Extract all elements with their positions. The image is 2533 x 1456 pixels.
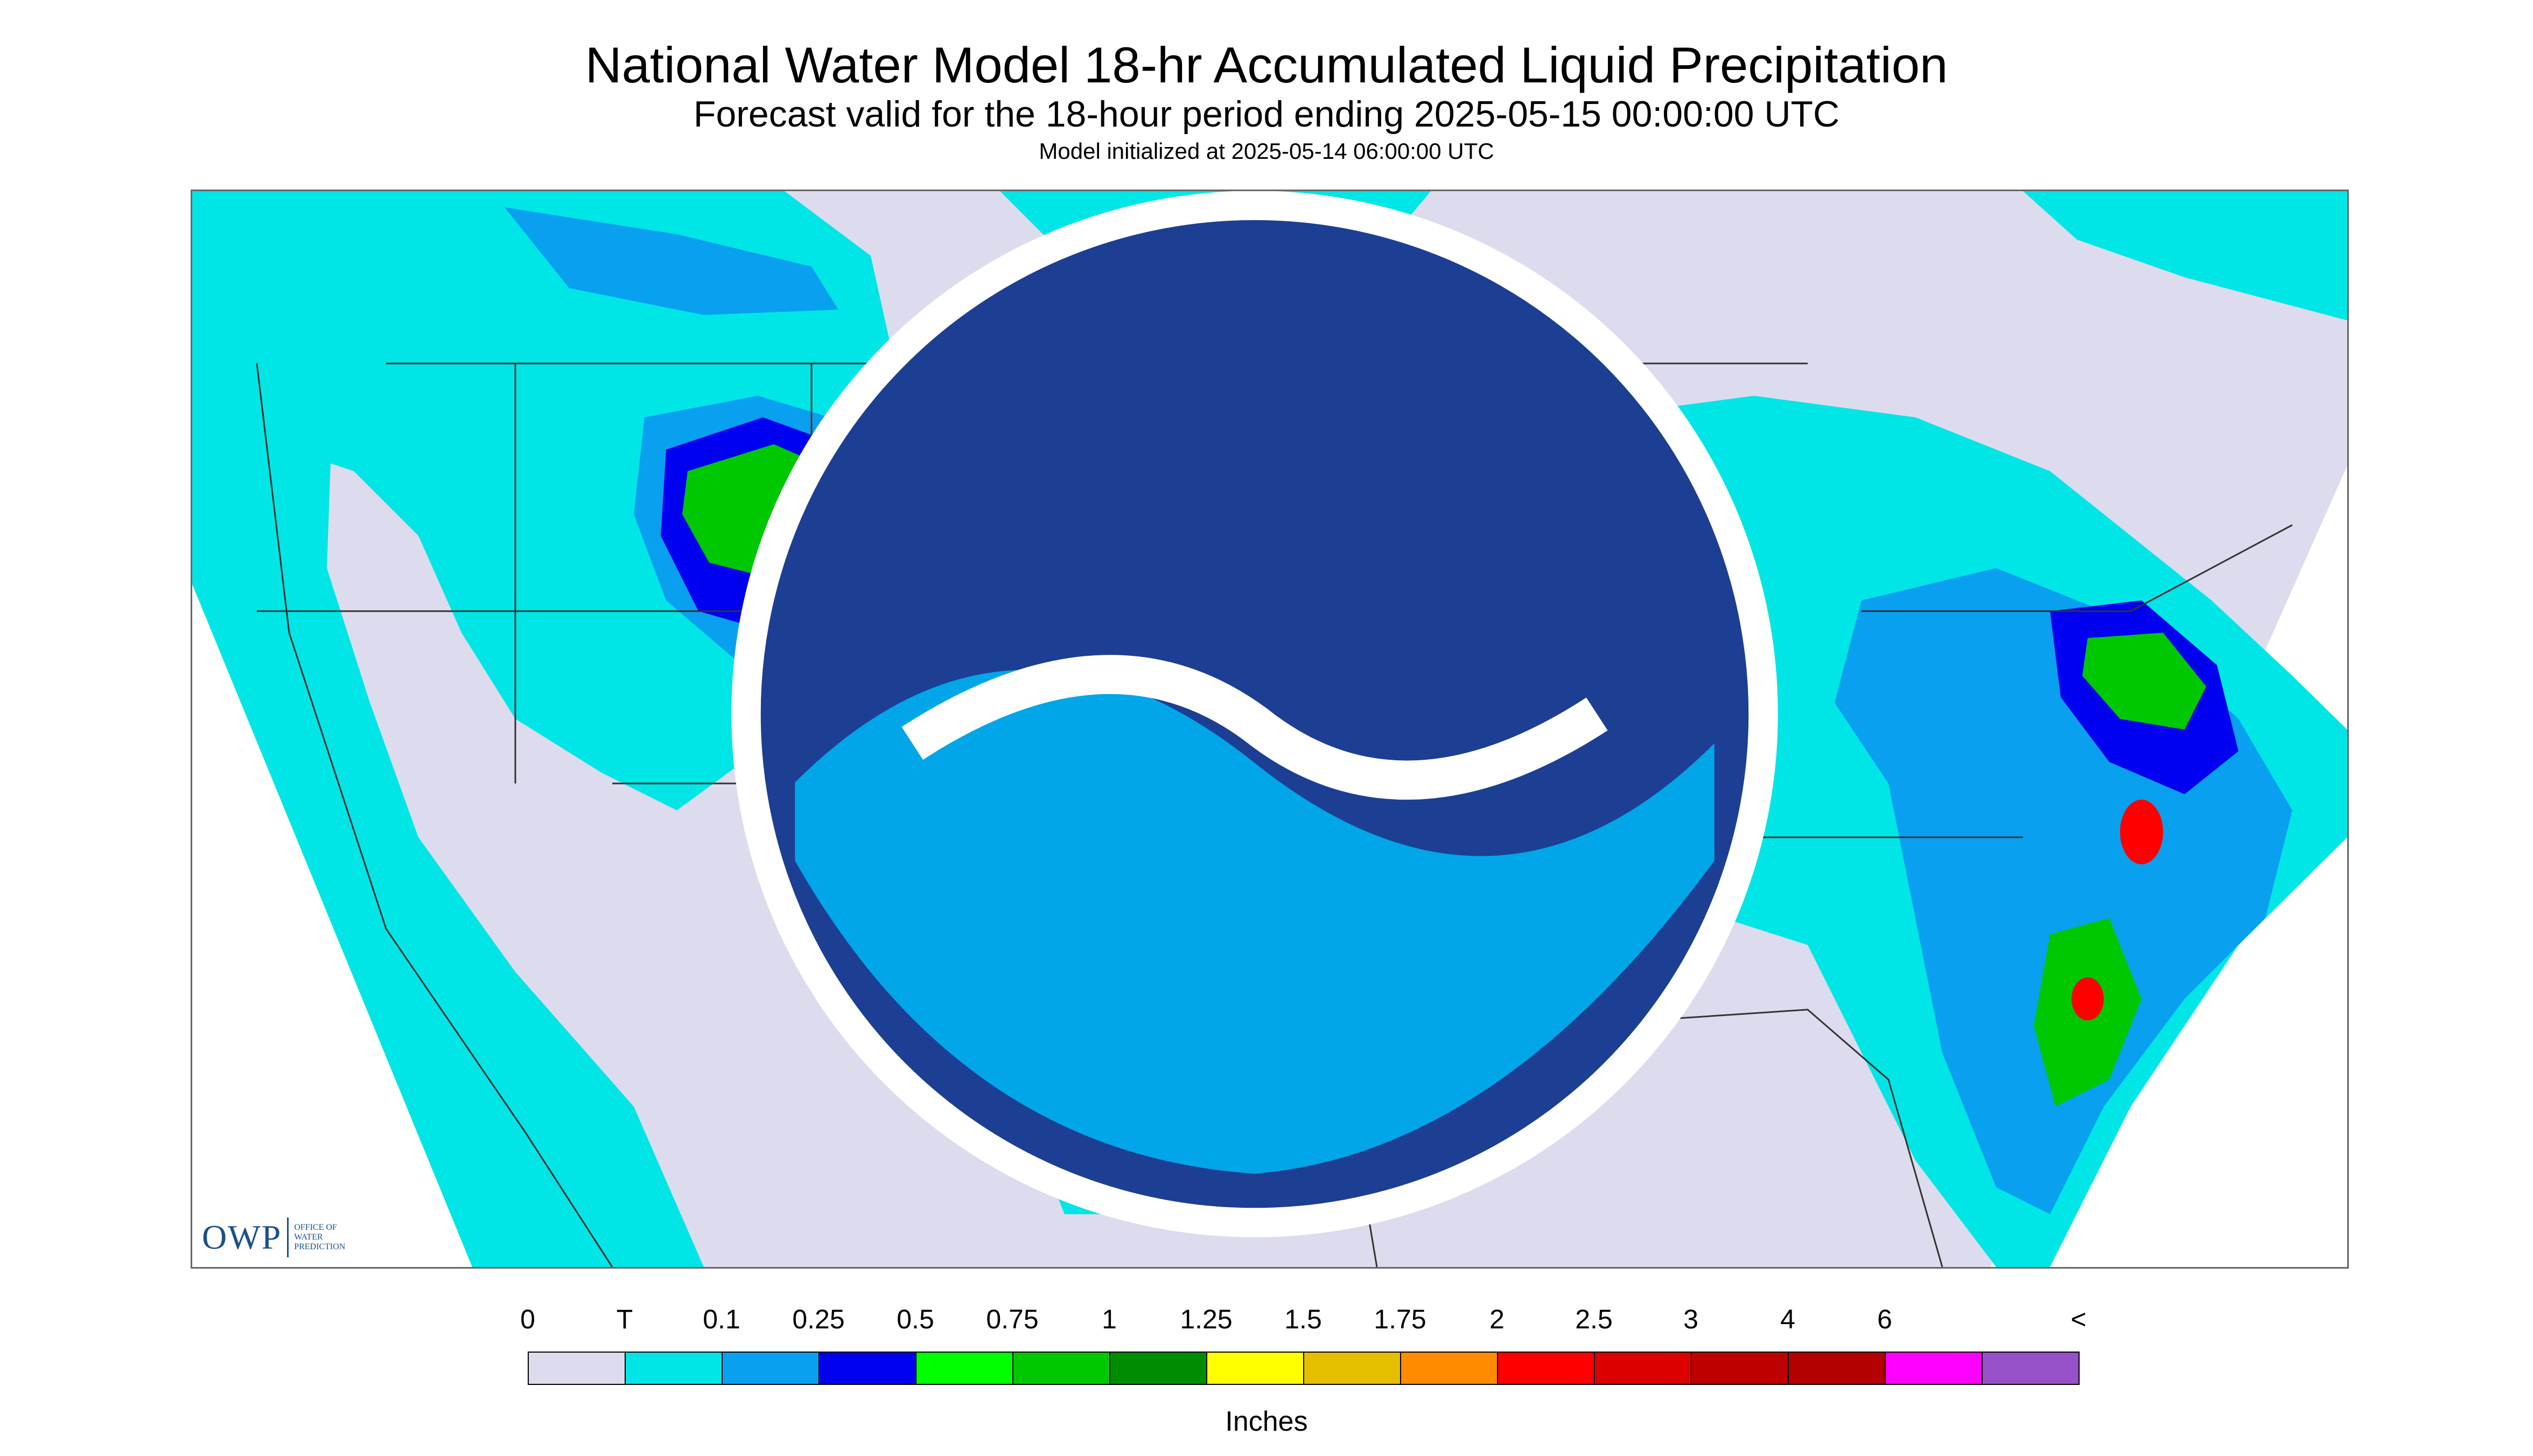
legend-label: 4	[1780, 1304, 1795, 1334]
map-subtitle: Forecast valid for the 18-hour period en…	[693, 94, 1840, 135]
legend-label: 6	[1877, 1304, 1892, 1334]
legend-color-box	[1982, 1352, 2080, 1385]
legend-color-box	[1012, 1352, 1110, 1385]
legend-label: 0.75	[986, 1304, 1039, 1334]
legend-label: 1.25	[1180, 1304, 1233, 1334]
legend-label: T	[616, 1304, 633, 1334]
legend-label: 0.1	[703, 1304, 740, 1334]
owp-logo: OWP OFFICE OF WATER PREDICTION	[202, 1217, 359, 1257]
legend-color-box	[1109, 1352, 1207, 1385]
owp-logo-text: OWP	[202, 1217, 289, 1257]
legend-color-box	[818, 1352, 916, 1385]
legend-color-box	[1206, 1352, 1304, 1385]
legend-color-box	[1303, 1352, 1401, 1385]
legend-labels: 0 T 0.1 0.25 0.5 0.75 1 1.25 1.5 1.75 2 2.5 3 4 6 <	[0, 1303, 2533, 1341]
legend-color-box	[1788, 1352, 1886, 1385]
legend-label: 2.5	[1575, 1304, 1613, 1334]
light-region-canada-top	[505, 207, 838, 315]
legend-label: 0.25	[792, 1304, 845, 1334]
noaa-logo-icon	[731, 191, 1778, 1237]
precipitation-map[interactable]: OWP OFFICE OF WATER PREDICTION	[191, 190, 2349, 1269]
very-heavy-spot-offshore	[2120, 800, 2163, 864]
legend-color-box	[625, 1352, 723, 1385]
legend-color-box	[1885, 1352, 1983, 1385]
legend-label: <	[2070, 1304, 2087, 1334]
legend-color-box	[722, 1352, 820, 1385]
legend-label: 1.75	[1374, 1304, 1426, 1334]
owp-logo-subtext: OFFICE OF WATER PREDICTION	[294, 1223, 346, 1251]
very-heavy-spot-atlantic	[2072, 977, 2104, 1020]
legend-label: 3	[1683, 1304, 1698, 1334]
legend-label: 2	[1489, 1304, 1505, 1334]
legend-color-box	[528, 1352, 626, 1385]
legend-units: Inches	[1225, 1406, 1308, 1437]
legend-label: 1	[1102, 1304, 1117, 1334]
legend-color-box	[915, 1352, 1013, 1385]
precipitation-legend	[528, 1352, 2080, 1385]
heavy-region-new-york	[2082, 633, 2206, 730]
legend-label: 1.5	[1284, 1304, 1322, 1334]
trace-region-northeast-corner	[2023, 191, 2347, 320]
legend-color-box	[1497, 1352, 1595, 1385]
legend-label: 0	[520, 1304, 535, 1334]
legend-color-box	[1691, 1352, 1789, 1385]
map-title: National Water Model 18-hr Accumulated L…	[585, 37, 1948, 93]
legend-color-box	[1400, 1352, 1498, 1385]
trace-region-pacific-nw	[192, 191, 892, 810]
legend-label: 0.5	[897, 1304, 934, 1334]
trace-region-west-edge	[192, 331, 704, 1267]
legend-color-box	[1594, 1352, 1692, 1385]
model-init-label: Model initialized at 2025-05-14 06:00:00…	[1039, 138, 1494, 164]
